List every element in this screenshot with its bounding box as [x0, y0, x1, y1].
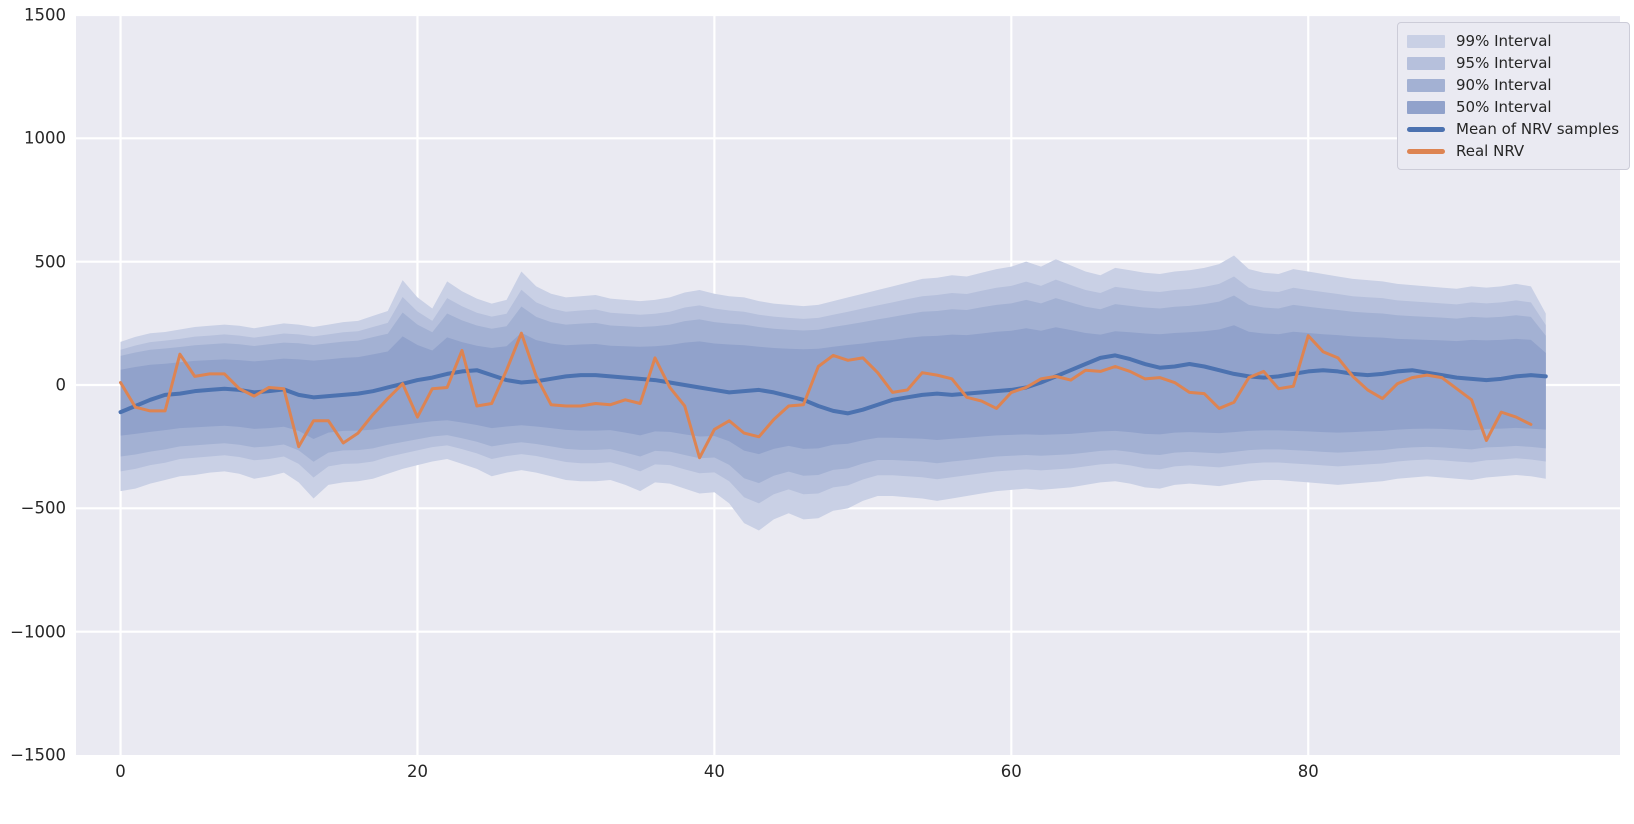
legend-swatch-icon	[1407, 78, 1445, 92]
series-lines	[118, 331, 1548, 460]
x-axis-tick-label: 0	[115, 762, 126, 781]
legend-label: 99% Interval	[1456, 31, 1552, 50]
y-axis-tick-label: 1000	[24, 128, 66, 148]
legend-swatch-icon	[1407, 56, 1445, 70]
plot-area	[76, 15, 1620, 755]
y-axis-tick-label: 1500	[24, 5, 66, 25]
legend-swatch-icon	[1407, 34, 1445, 48]
series-line	[119, 331, 1533, 460]
legend-entry[interactable]: 90% Interval	[1407, 74, 1619, 96]
interval-band	[120, 325, 1546, 455]
y-axis-tick-label: 500	[34, 252, 67, 272]
legend-entry[interactable]: Real NRV	[1407, 140, 1619, 162]
chart-svg	[76, 15, 1620, 755]
legend-line-icon	[1407, 148, 1445, 154]
series-line	[118, 353, 1548, 416]
y-axis-tick-label: 0	[55, 375, 67, 395]
chart-legend[interactable]: 99% Interval 95% Interval 90% Interval 50% …	[1397, 22, 1631, 170]
legend-line-icon	[1407, 126, 1445, 132]
x-axis-tick-label: 60	[1000, 762, 1022, 781]
y-axis-tick-label: −500	[20, 498, 66, 518]
legend-entry[interactable]: 99% Interval	[1407, 30, 1619, 52]
legend-swatch-icon	[1407, 100, 1445, 114]
x-axis-tick-label: 40	[703, 762, 725, 781]
legend-entry[interactable]: 50% Interval	[1407, 96, 1619, 118]
legend-label: 95% Interval	[1456, 53, 1552, 72]
interval-bands	[120, 255, 1546, 531]
y-axis-tick-label: −1500	[10, 745, 66, 765]
legend-entry[interactable]: Mean of NRV samples	[1407, 118, 1619, 140]
legend-entry[interactable]: 95% Interval	[1407, 52, 1619, 74]
x-axis-tick-label: 80	[1297, 762, 1319, 781]
x-axis-tick-label: 20	[406, 762, 428, 781]
legend-label: 90% Interval	[1456, 75, 1552, 94]
legend-label: Real NRV	[1456, 141, 1525, 160]
legend-label: Mean of NRV samples	[1456, 119, 1620, 138]
y-axis-tick-label: −1000	[10, 622, 66, 642]
legend-label: 50% Interval	[1456, 97, 1552, 116]
